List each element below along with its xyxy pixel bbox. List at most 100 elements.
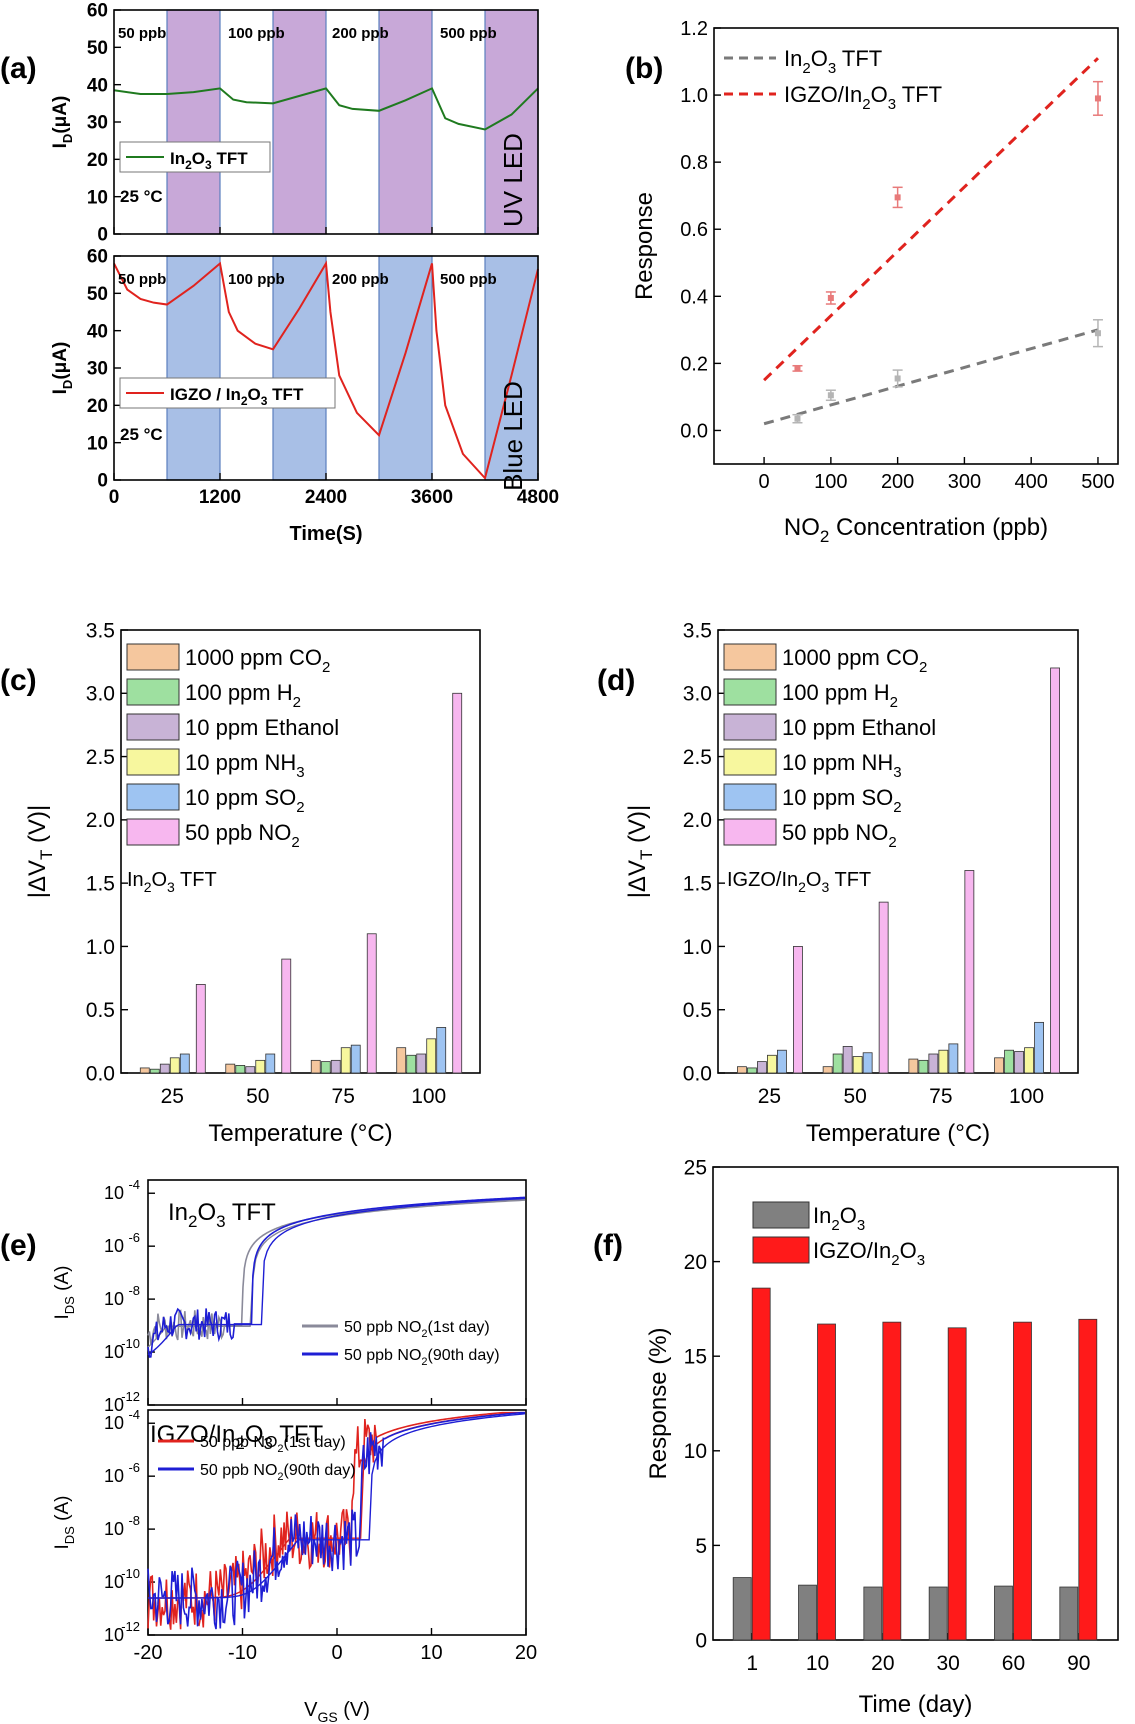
bar: [994, 1057, 1004, 1074]
legend-swatch: [126, 713, 180, 741]
concentration-label: 100 ppb: [228, 25, 285, 42]
legend-label: 10 ppm Ethanol: [782, 715, 936, 740]
y-tick-label: 0.0: [683, 1062, 712, 1085]
y-tick-label: 30: [87, 113, 108, 134]
bar: [320, 1061, 331, 1074]
transfer-curve-reverse: [148, 1413, 526, 1599]
data-point: [794, 365, 801, 372]
bar: [159, 1063, 170, 1074]
bar: [822, 1066, 833, 1074]
y-axis-label: IDS (A): [52, 1496, 77, 1550]
y-tick-exponent: -6: [128, 1460, 140, 1475]
x-tick-label: 10: [806, 1652, 829, 1675]
y-tick-label: 10: [104, 1413, 124, 1433]
bar: [1014, 1051, 1024, 1074]
concentration-label: 500 ppb: [440, 271, 497, 288]
fit-line: [763, 328, 1099, 426]
y-tick-label: 10: [104, 1342, 124, 1362]
legend-label: IGZO/In2O3 TFT: [784, 82, 942, 113]
x-tick-label: 400: [1015, 471, 1048, 493]
y-tick-label: 1.0: [680, 85, 708, 107]
legend-box: [119, 141, 271, 173]
y-tick-label: 0.2: [680, 353, 708, 375]
legend-swatch: [723, 783, 777, 811]
bar: [747, 1067, 757, 1074]
bar: [928, 1053, 939, 1074]
legend-label: 50 ppb NO2(90th day): [344, 1347, 500, 1368]
temperature-label: 25 °C: [120, 425, 163, 444]
bar: [732, 1577, 752, 1641]
x-axis-label: Temperature (°C): [208, 1120, 392, 1147]
bar: [908, 1058, 919, 1074]
legend-swatch: [723, 818, 777, 846]
bar: [340, 1047, 351, 1074]
panel-label-e: (e): [0, 1229, 37, 1262]
led-on-region: [166, 255, 221, 481]
legend-swatch: [752, 1236, 810, 1264]
concentration-label: 200 ppb: [332, 25, 389, 42]
bar: [882, 1321, 902, 1641]
panel-annotation: In2O3 TFT: [127, 869, 217, 895]
transfer-curve: [147, 1411, 526, 1630]
x-tick-label: 3600: [411, 487, 453, 508]
y-tick-label: 10: [87, 433, 108, 454]
current-trace: [113, 87, 539, 131]
y-tick-label: 40: [87, 321, 108, 342]
y-tick-label: 50: [87, 38, 108, 59]
concentration-label: 200 ppb: [332, 271, 389, 288]
bar: [1013, 1321, 1032, 1641]
legend-label: 10 ppm SO2: [782, 785, 902, 816]
legend-label: 50 ppb NO2: [782, 820, 897, 851]
x-axis-label: Time(S): [290, 523, 363, 545]
x-tick-label: 25: [758, 1085, 781, 1108]
x-tick-label: -20: [134, 1642, 163, 1664]
y-tick-label: 1.2: [680, 18, 708, 40]
legend-label: 50 ppb NO2: [185, 820, 300, 851]
y-axis-label: Response: [631, 192, 658, 300]
x-axis-label: Temperature (°C): [806, 1120, 990, 1147]
x-tick-label: 30: [936, 1652, 959, 1675]
legend-label: In2O3: [813, 1203, 865, 1234]
x-tick-label: 90: [1067, 1652, 1090, 1675]
y-tick-label: 0.8: [680, 152, 708, 174]
x-tick-label: 10: [420, 1642, 442, 1664]
bar: [798, 1584, 817, 1641]
bar: [396, 1047, 407, 1074]
y-axis-label: Response (%): [645, 1327, 672, 1479]
bar: [149, 1068, 160, 1074]
bar: [928, 1586, 948, 1641]
y-tick-label: 0: [695, 1629, 707, 1652]
bar: [994, 1585, 1013, 1641]
bar: [350, 1044, 361, 1074]
y-tick-label: 60: [87, 247, 108, 268]
y-tick-exponent: -12: [121, 1619, 140, 1634]
bar: [255, 1059, 266, 1074]
y-tick-label: 1.0: [683, 936, 712, 959]
plot-frame-b: [713, 27, 1119, 465]
plot-frame-c: [120, 629, 481, 1074]
bar: [452, 692, 463, 1074]
y-tick-label: 0: [97, 471, 108, 492]
y-tick-exponent: -10: [121, 1336, 140, 1351]
y-tick-label: 2.5: [86, 746, 115, 769]
bar: [918, 1059, 929, 1074]
y-tick-label: 3.0: [683, 683, 712, 706]
y-tick-label: 0.5: [683, 999, 712, 1022]
data-point: [1094, 95, 1101, 102]
bar: [406, 1054, 417, 1074]
bar: [757, 1061, 767, 1074]
y-tick-label: 50: [87, 284, 108, 305]
x-axis-label: Time (day): [859, 1691, 973, 1718]
led-label: UV LED: [498, 133, 528, 227]
bar: [948, 1043, 959, 1074]
y-tick-label: 0.0: [680, 420, 708, 442]
y-tick-label: 10: [104, 1625, 124, 1645]
y-tick-label: 20: [684, 1251, 707, 1274]
x-tick-label: 200: [881, 471, 914, 493]
x-tick-label: 0: [759, 471, 770, 493]
y-tick-label: 3.5: [86, 619, 115, 642]
temperature-label: 25 °C: [120, 187, 163, 206]
legend-label: 100 ppm H2: [185, 680, 301, 711]
x-tick-label: 25: [161, 1085, 184, 1108]
